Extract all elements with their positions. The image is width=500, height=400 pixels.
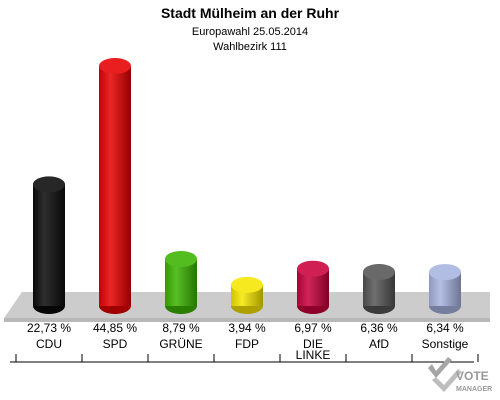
checkmark-icon <box>428 357 462 392</box>
bar-top <box>165 250 197 267</box>
bar-1 <box>99 58 131 314</box>
labels-layer: 22,73 % CDU 44,85 % SPD 8,79 % GRÜNE 3,94 % FDP… <box>27 321 469 362</box>
category-label: SPD <box>103 337 128 351</box>
bars-layer <box>33 58 461 314</box>
bar-2 <box>165 250 197 314</box>
bar-0 <box>33 176 65 314</box>
logo-vote-text: VOTE <box>456 369 489 383</box>
value-label: 8,79 % <box>162 321 200 335</box>
chart-subtitle: Europawahl 25.05.2014 <box>192 26 308 38</box>
value-label: 6,36 % <box>360 321 398 335</box>
bar-3 <box>231 276 263 314</box>
vote-manager-logo: VOTE MANAGER <box>428 357 492 393</box>
bar-top <box>297 260 329 277</box>
bar-6 <box>429 264 461 314</box>
bar-top <box>99 58 131 74</box>
chart-floor-edge <box>4 318 490 322</box>
category-axis <box>10 354 479 363</box>
category-label: Sonstige <box>422 337 469 351</box>
category-label: AfD <box>369 337 389 351</box>
logo-manager-text: MANAGER <box>456 386 492 393</box>
value-label: 44,85 % <box>93 321 137 335</box>
chart-subtitle-district: Wahlbezirk 111 <box>213 41 287 53</box>
category-label: FDP <box>235 337 259 351</box>
category-label: CDU <box>36 337 62 351</box>
bar-top <box>429 264 461 281</box>
bar-top <box>33 176 65 193</box>
bar-body <box>33 184 65 306</box>
bar-top <box>231 276 263 293</box>
bar-5 <box>363 263 395 314</box>
category-label: DIE LINKE <box>296 337 331 362</box>
value-label: 3,94 % <box>228 321 266 335</box>
value-label: 6,97 % <box>294 321 332 335</box>
bar-top <box>363 263 395 280</box>
bar-body <box>99 66 131 306</box>
value-label: 6,34 % <box>426 321 464 335</box>
category-label: GRÜNE <box>159 337 202 351</box>
value-label: 22,73 % <box>27 321 71 335</box>
bar-4 <box>297 260 329 314</box>
chart-title: Stadt Mülheim an der Ruhr <box>161 5 340 21</box>
